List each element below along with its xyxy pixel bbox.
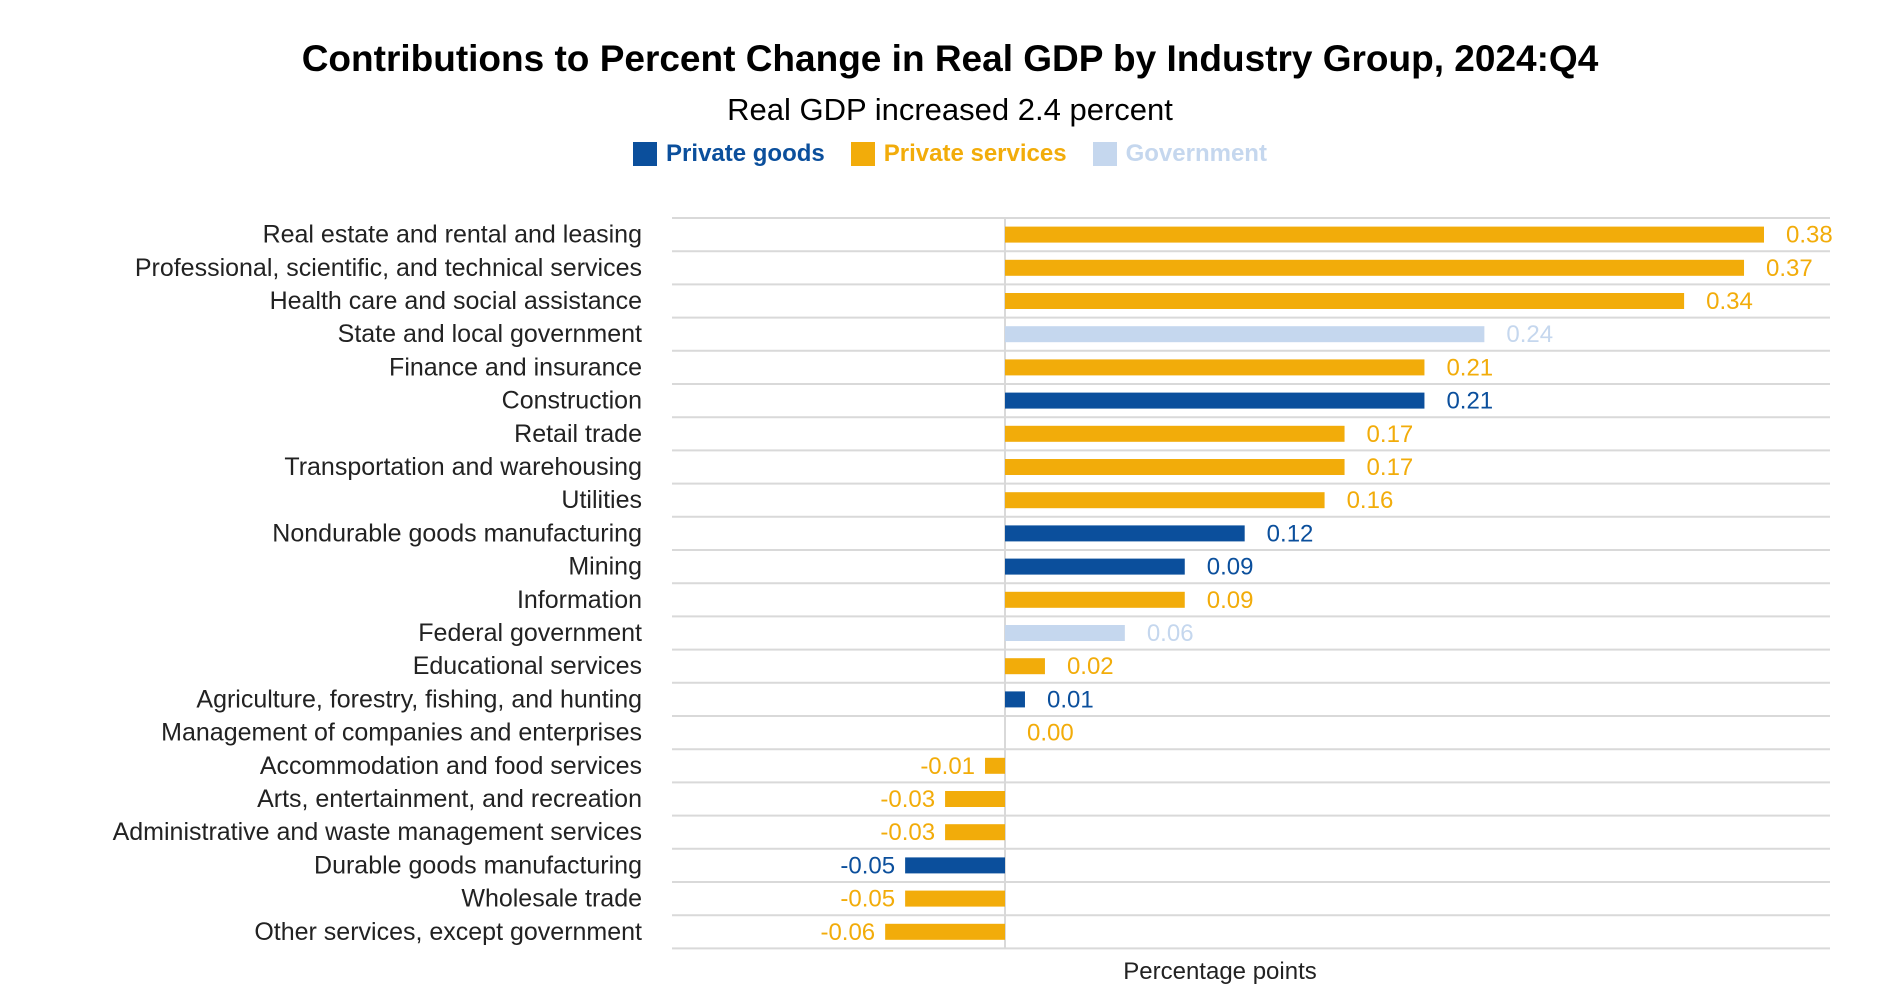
category-label-administrative-and-waste-management-services: Administrative and waste management serv… <box>113 818 642 846</box>
value-label-health-care-and-social-assistance: 0.34 <box>1706 288 1753 315</box>
value-label-federal-government: 0.06 <box>1147 620 1194 647</box>
chart-subtitle: Real GDP increased 2.4 percent <box>727 92 1173 127</box>
value-label-real-estate-and-rental-and-leasing: 0.38 <box>1786 222 1833 249</box>
value-label-accommodation-and-food-services: -0.01 <box>920 753 975 780</box>
legend-swatch-government <box>1092 142 1117 166</box>
bar-mining <box>1005 558 1185 575</box>
value-label-educational-services: 0.02 <box>1067 653 1114 680</box>
bar-federal-government <box>1005 625 1125 641</box>
bar-other-services-except-government <box>885 923 1005 940</box>
legend-swatch-private-services <box>850 142 875 166</box>
category-label-professional-scientific-and-technical-services: Professional, scientific, and technical … <box>135 254 642 282</box>
legend-label-private-goods: Private goods <box>666 140 825 167</box>
category-label-management-of-companies-and-enterprises: Management of companies and enterprises <box>161 719 642 747</box>
bar-agriculture-forestry-fishing-and-hunting <box>1005 691 1025 708</box>
value-label-state-and-local-government: 0.24 <box>1506 321 1553 348</box>
bar-utilities <box>1005 492 1325 509</box>
legend-item-private-goods: Private goods <box>633 140 825 168</box>
value-label-retail-trade: 0.17 <box>1367 421 1414 448</box>
legend-item-private-services: Private services <box>850 140 1067 168</box>
category-label-health-care-and-social-assistance: Health care and social assistance <box>270 287 642 315</box>
bar-health-care-and-social-assistance <box>1005 293 1685 309</box>
category-label-retail-trade: Retail trade <box>514 420 642 448</box>
value-label-finance-and-insurance: 0.21 <box>1446 354 1493 381</box>
legend-item-government: Government <box>1092 140 1267 168</box>
bar-wholesale-trade <box>905 890 1005 907</box>
bar-construction <box>1005 392 1425 409</box>
category-label-agriculture-forestry-fishing-and-hunting: Agriculture, forestry, fishing, and hunt… <box>196 685 642 713</box>
value-label-wholesale-trade: -0.05 <box>840 886 895 913</box>
category-label-information: Information <box>517 586 642 614</box>
category-label-utilities: Utilities <box>561 486 642 514</box>
category-label-wholesale-trade: Wholesale trade <box>461 885 642 913</box>
category-label-real-estate-and-rental-and-leasing: Real estate and rental and leasing <box>263 221 642 249</box>
category-label-state-and-local-government: State and local government <box>338 320 642 348</box>
bars <box>885 226 1764 940</box>
labels: Real estate and rental and leasing 0.38 Pr… <box>113 221 1833 946</box>
value-label-mining: 0.09 <box>1207 554 1254 581</box>
value-label-construction: 0.21 <box>1446 388 1493 415</box>
category-label-durable-goods-manufacturing: Durable goods manufacturing <box>314 851 642 879</box>
bar-nondurable-goods-manufacturing <box>1005 525 1245 542</box>
category-label-finance-and-insurance: Finance and insurance <box>389 353 642 381</box>
bar-durable-goods-manufacturing <box>905 857 1005 874</box>
legend: Private goods Private services Governmen… <box>0 140 1900 168</box>
legend-swatch-private-goods <box>633 142 658 166</box>
value-label-durable-goods-manufacturing: -0.05 <box>840 852 895 879</box>
category-label-construction: Construction <box>502 387 642 415</box>
bar-finance-and-insurance <box>1005 359 1425 376</box>
value-label-professional-scientific-and-technical-services: 0.37 <box>1766 255 1813 282</box>
bar-information <box>1005 591 1185 608</box>
category-label-federal-government: Federal government <box>418 619 642 647</box>
value-label-information: 0.09 <box>1207 587 1254 614</box>
value-label-transportation-and-warehousing: 0.17 <box>1367 454 1414 481</box>
legend-label-government: Government <box>1125 140 1267 167</box>
category-label-accommodation-and-food-services: Accommodation and food services <box>260 752 642 780</box>
bar-accommodation-and-food-services <box>985 757 1005 774</box>
bar-administrative-and-waste-management-services <box>945 824 1005 841</box>
value-label-administrative-and-waste-management-services: -0.03 <box>880 819 935 846</box>
x-axis-label: Percentage points <box>1123 958 1317 985</box>
value-label-nondurable-goods-manufacturing: 0.12 <box>1267 520 1314 547</box>
value-label-arts-entertainment-and-recreation: -0.03 <box>880 786 935 813</box>
bar-state-and-local-government <box>1005 326 1485 343</box>
value-label-management-of-companies-and-enterprises: 0.00 <box>1027 720 1074 747</box>
value-label-other-services-except-government: -0.06 <box>820 919 875 946</box>
category-label-other-services-except-government: Other services, except government <box>254 918 642 946</box>
bar-real-estate-and-rental-and-leasing <box>1005 226 1764 243</box>
category-label-nondurable-goods-manufacturing: Nondurable goods manufacturing <box>272 519 642 547</box>
bar-educational-services <box>1005 658 1045 675</box>
category-label-mining: Mining <box>568 553 642 581</box>
value-label-utilities: 0.16 <box>1347 487 1394 514</box>
bar-retail-trade <box>1005 425 1345 442</box>
category-label-educational-services: Educational services <box>413 652 642 680</box>
bar-arts-entertainment-and-recreation <box>945 791 1005 807</box>
bar-transportation-and-warehousing <box>1005 459 1345 475</box>
category-label-arts-entertainment-and-recreation: Arts, entertainment, and recreation <box>257 785 642 813</box>
value-label-agriculture-forestry-fishing-and-hunting: 0.01 <box>1047 686 1094 713</box>
category-label-transportation-and-warehousing: Transportation and warehousing <box>284 453 642 481</box>
bar-professional-scientific-and-technical-services <box>1005 259 1745 276</box>
legend-label-private-services: Private services <box>883 140 1067 167</box>
gridlines <box>672 217 1830 950</box>
chart-title: Contributions to Percent Change in Real … <box>301 38 1599 79</box>
